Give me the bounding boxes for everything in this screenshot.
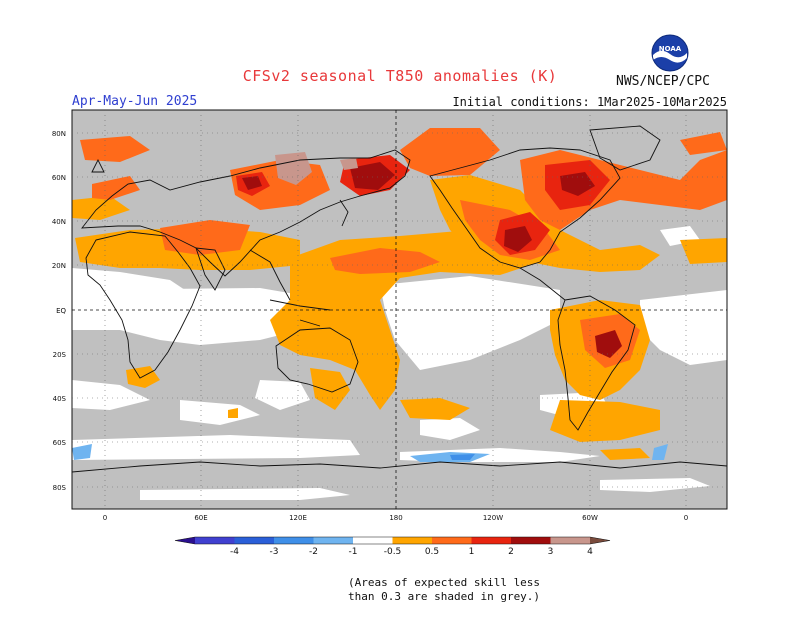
lon-label: 60E: [194, 514, 207, 522]
colorbar-segment: [274, 537, 314, 544]
colorbar-tick-label: -0.5: [383, 547, 402, 557]
colorbar-tick-label: 4: [587, 547, 593, 557]
lon-label: 120E: [289, 514, 307, 522]
lat-label: 60S: [53, 439, 67, 447]
equator-dateline: [72, 110, 727, 509]
noaa-logo-icon: NOAA: [651, 34, 689, 72]
colorbar-tick-label: 2: [508, 547, 514, 557]
lon-label: 60W: [582, 514, 598, 522]
colorbar-tick-label: 1: [468, 547, 475, 557]
coastlines: [72, 125, 727, 473]
initial-conditions: Initial conditions: 1Mar2025-10Mar2025: [452, 95, 727, 109]
graticule: [72, 110, 727, 509]
lat-label: 80S: [53, 484, 67, 492]
colorbar-segment: [353, 537, 393, 544]
lat-label: EQ: [56, 307, 66, 315]
colorbar-segment: [550, 537, 590, 544]
colorbar-tick-label: -4: [230, 547, 239, 557]
colorbar-segment: [432, 537, 472, 544]
lat-label: 40S: [53, 395, 67, 403]
colorbar-tick-label: 0.5: [424, 547, 440, 557]
colorbar-segment: [511, 537, 551, 544]
svg-text:NOAA: NOAA: [659, 45, 682, 53]
lon-label: 0: [103, 514, 107, 522]
colorbar-segment: [471, 537, 511, 544]
skill-note: (Areas of expected skill less than 0.3 a…: [348, 576, 541, 603]
colorbar-min-arrow: [175, 537, 195, 544]
colorbar-segment: [234, 537, 274, 544]
colorbar-tick-label: -1: [348, 547, 358, 557]
lon-label: 0: [684, 514, 688, 522]
lon-label: 180: [389, 514, 402, 522]
lat-label: 60N: [52, 174, 66, 182]
colorbar-tick-label: -2: [309, 547, 318, 557]
colorbar: [174, 536, 611, 545]
colorbar-tick-label: 3: [547, 547, 554, 557]
forecast-period: Apr-May-Jun 2025: [72, 94, 198, 109]
agency-label: NWS/NCEP/CPC: [616, 74, 710, 89]
lon-label: 120W: [483, 514, 503, 522]
colorbar-segment: [195, 537, 235, 544]
colorbar-segment: [313, 537, 353, 544]
lat-label: 80N: [52, 130, 66, 138]
colorbar-tick-label: -3: [269, 547, 279, 557]
lat-label: 20S: [53, 351, 67, 359]
lat-label: 40N: [52, 218, 66, 226]
map-title: CFSv2 seasonal T850 anomalies (K): [242, 67, 558, 85]
lat-label: 20N: [52, 262, 66, 270]
map-frame: [71, 109, 728, 510]
anomaly-3-to-4: [242, 162, 622, 358]
colorbar-max-arrow: [590, 537, 610, 544]
colorbar-segment: [392, 537, 432, 544]
